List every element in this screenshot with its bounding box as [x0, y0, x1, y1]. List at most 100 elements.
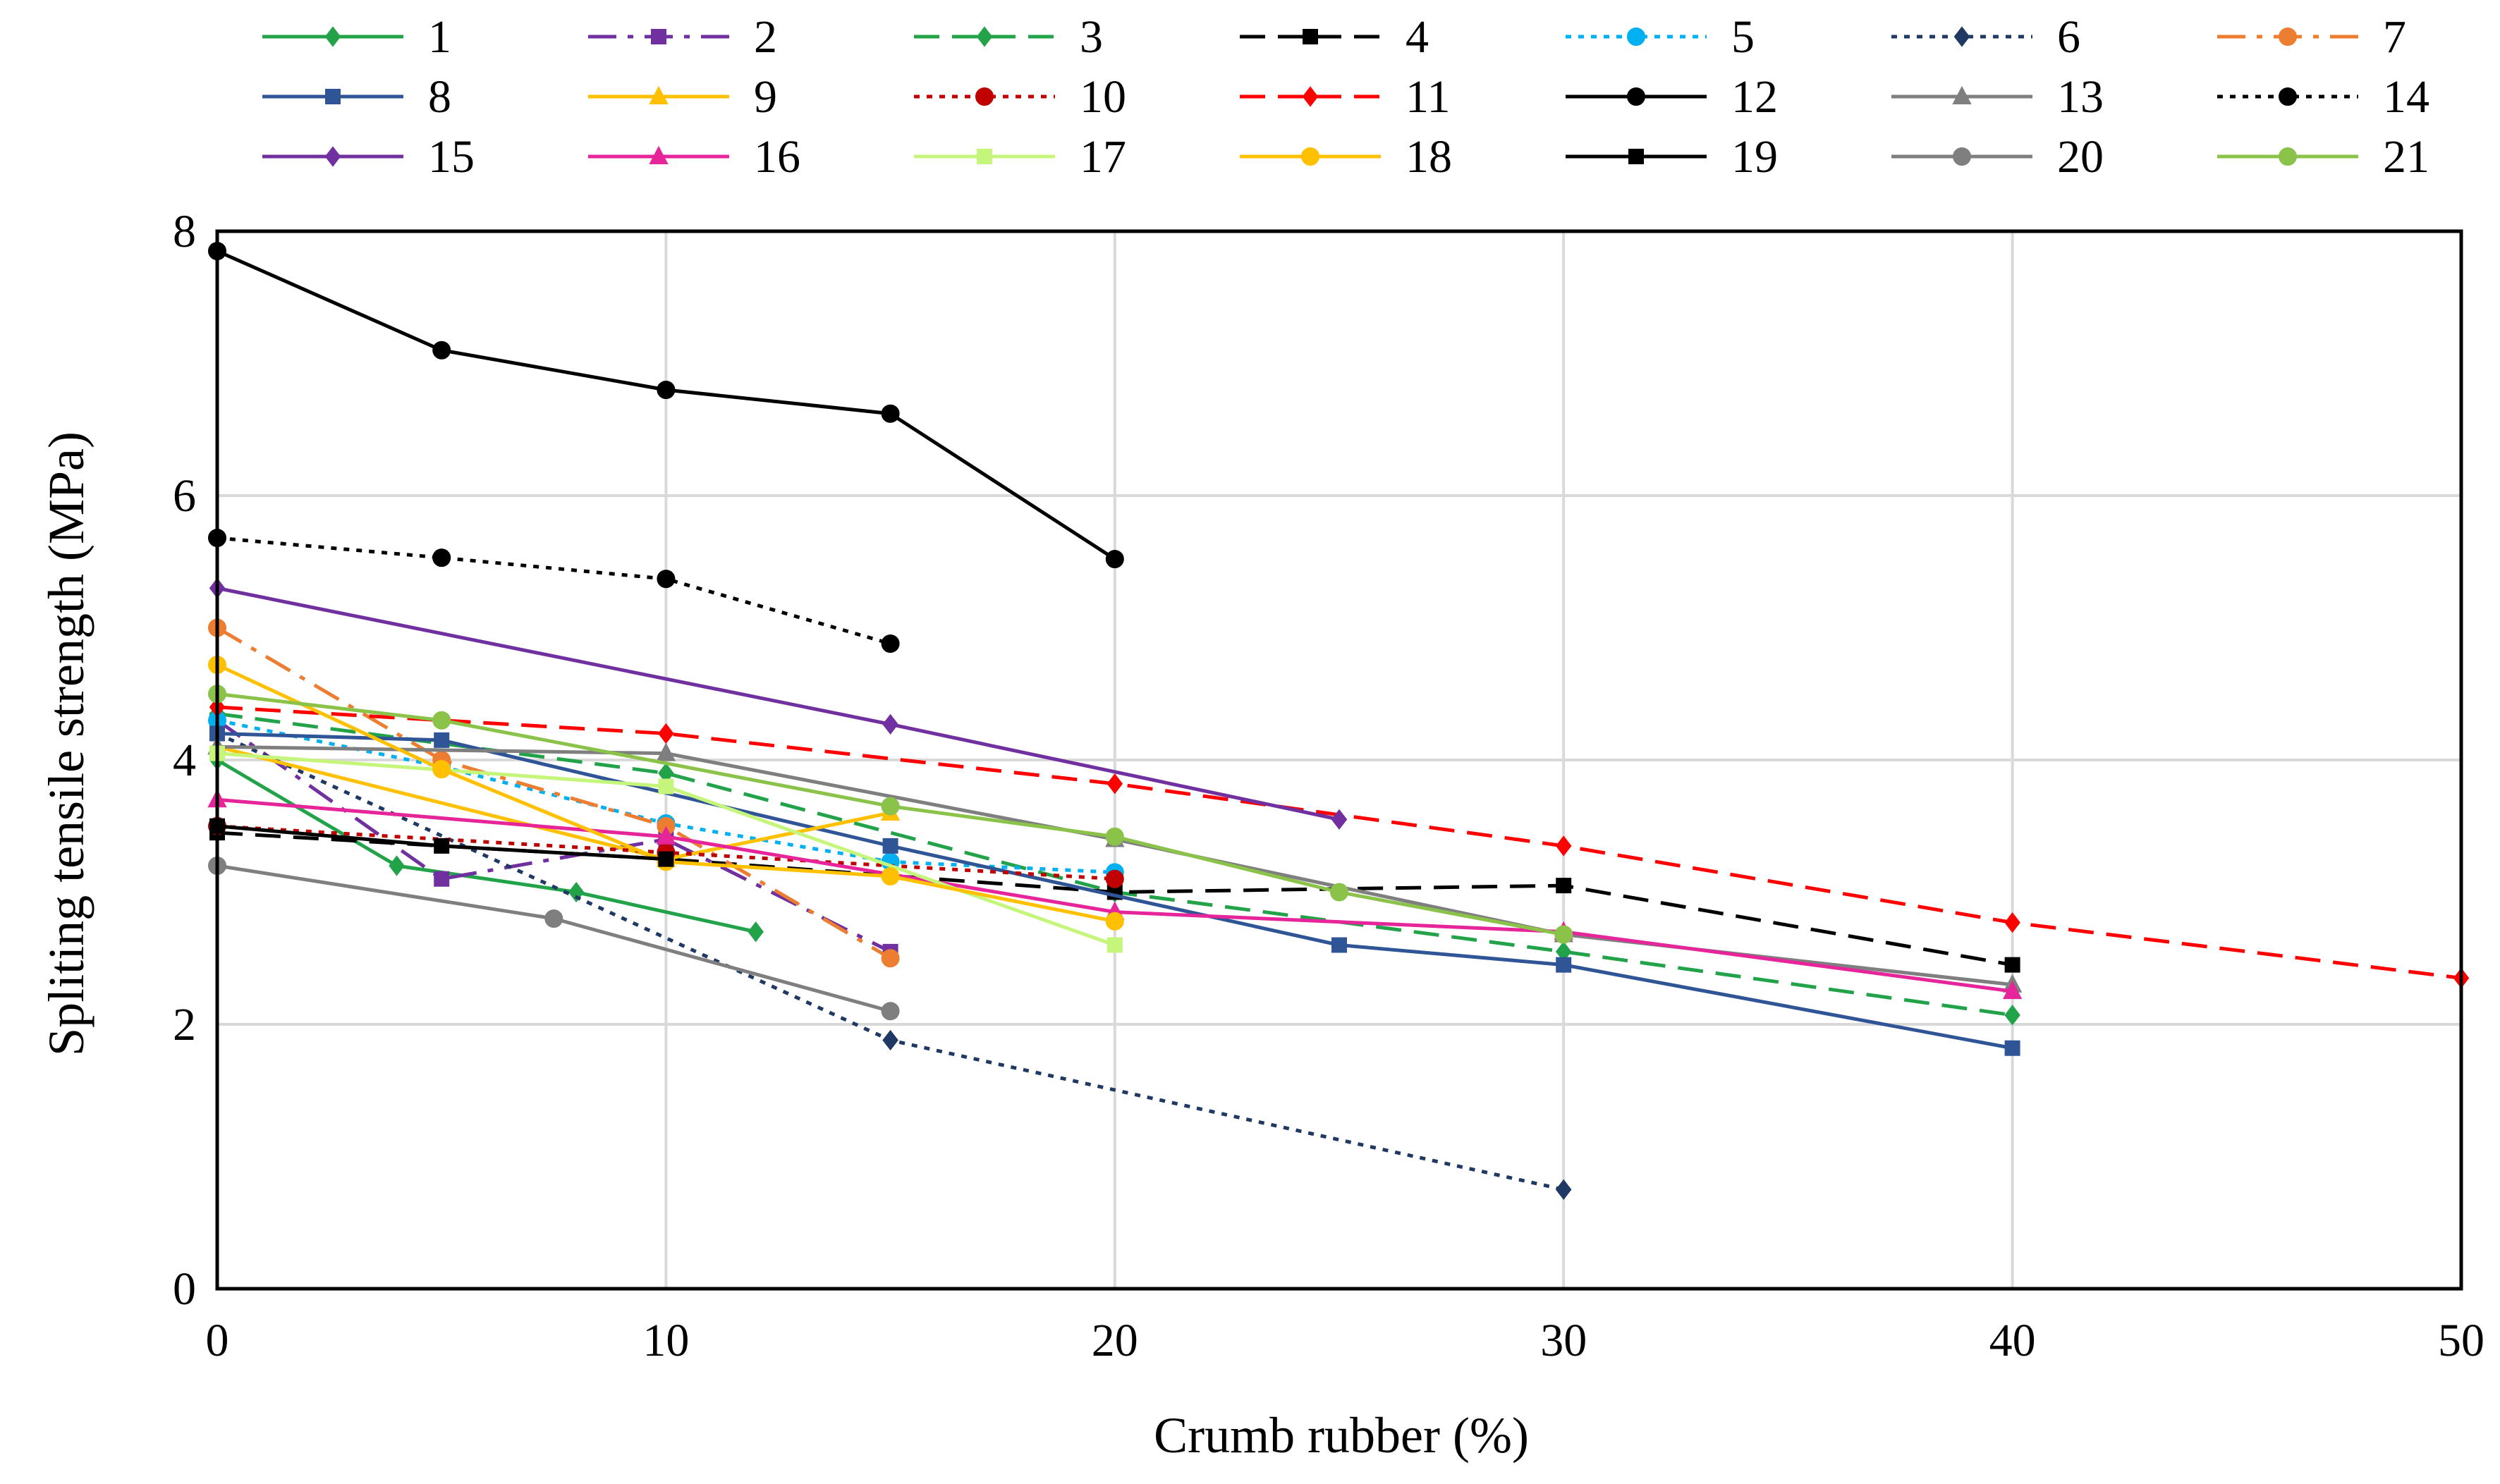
legend-item-1: 1: [262, 11, 451, 63]
legend-item-14: 14: [2217, 71, 2429, 123]
legend-item-21: 21: [2217, 131, 2429, 183]
x-axis-ticks: 0 10 20 30 40 50: [206, 1315, 2485, 1366]
legend-item-15: 15: [262, 131, 475, 183]
data-point: [2002, 980, 2023, 1000]
data-point: [881, 949, 900, 968]
legend-item-18: 18: [1240, 131, 1452, 183]
legend-item-17: 17: [914, 131, 1126, 183]
legend-label: 8: [428, 71, 451, 123]
legend-item-13: 13: [1891, 71, 2104, 123]
legend-label: 20: [2057, 131, 2104, 183]
legend-label: 2: [754, 11, 777, 63]
legend-label: 18: [1406, 131, 1452, 183]
legend-label: 14: [2383, 71, 2429, 123]
legend-marker: [1302, 86, 1319, 107]
data-point: [1331, 809, 1348, 830]
data-point: [434, 732, 450, 748]
legend-marker: [651, 29, 666, 44]
legend-item-20: 20: [1891, 131, 2104, 183]
data-point: [656, 826, 676, 845]
legend-label: 6: [2057, 11, 2080, 63]
data-point: [658, 851, 674, 867]
data-point: [2004, 1005, 2020, 1026]
legend-marker: [1952, 85, 1972, 104]
legend-marker: [1627, 27, 1645, 46]
data-point: [1331, 937, 1347, 953]
legend-marker: [2279, 147, 2297, 166]
y-tick-label: 0: [173, 1263, 196, 1315]
data-point: [389, 855, 405, 876]
series-line-9: [217, 744, 891, 861]
legend-item-3: 3: [914, 11, 1103, 63]
series-line-8: [217, 732, 2013, 1050]
data-point: [881, 404, 900, 423]
legend-marker: [649, 85, 669, 104]
legend-marker: [1953, 26, 1970, 47]
legend-marker: [1628, 149, 1644, 164]
data-point: [432, 760, 451, 779]
legend-label: 5: [1731, 11, 1755, 63]
legend-marker: [649, 145, 669, 164]
data-point: [1555, 1179, 1572, 1201]
series-line-7: [216, 626, 891, 960]
data-point: [1554, 925, 1573, 944]
legend-marker: [977, 149, 992, 164]
legend-label: 7: [2383, 11, 2406, 63]
legend-label: 15: [428, 131, 475, 183]
legend-label: 1: [428, 11, 451, 63]
data-point: [1106, 937, 1123, 953]
legend-label: 4: [1406, 11, 1429, 63]
data-point: [434, 871, 450, 887]
legend-marker: [2279, 87, 2297, 106]
data-point: [748, 921, 764, 943]
legend-item-19: 19: [1566, 131, 1778, 183]
data-point: [1556, 878, 1572, 894]
data-point: [432, 711, 451, 730]
data-point: [432, 341, 451, 360]
data-point: [434, 838, 450, 854]
x-tick-label: 30: [1540, 1315, 1587, 1366]
legend-item-4: 4: [1240, 11, 1429, 63]
data-point: [432, 548, 451, 568]
series-21: [208, 685, 1573, 944]
data-point: [2004, 1040, 2020, 1056]
data-point: [658, 778, 674, 795]
legend-item-11: 11: [1240, 71, 1451, 123]
data-point: [656, 742, 676, 761]
series-layer: [207, 242, 2470, 1201]
data-point: [1105, 869, 1124, 888]
data-point: [1105, 912, 1124, 931]
legend-item-8: 8: [262, 71, 451, 123]
legend-item-6: 6: [1891, 11, 2080, 63]
series-1: [209, 749, 764, 943]
series-12: [208, 242, 1124, 568]
data-point: [1105, 550, 1124, 568]
data-point: [882, 713, 898, 735]
y-axis-ticks: 0 2 4 6 8: [173, 206, 196, 1315]
data-point: [881, 1002, 900, 1021]
legend-item-12: 12: [1566, 71, 1778, 123]
y-tick-label: 8: [173, 206, 196, 257]
data-point: [2004, 957, 2020, 973]
series-15: [209, 577, 1348, 830]
data-point: [658, 723, 674, 744]
x-tick-label: 10: [642, 1315, 689, 1366]
legend-item-7: 7: [2217, 11, 2406, 63]
legend-marker: [1301, 147, 1319, 166]
legend-marker: [324, 146, 341, 167]
series-line-2: [216, 718, 891, 954]
data-point: [882, 1029, 898, 1051]
legend-marker: [325, 89, 341, 104]
data-point: [2004, 912, 2020, 933]
series-line-14: [217, 536, 891, 646]
data-point: [568, 881, 585, 903]
data-point: [881, 867, 900, 885]
legend-label: 9: [754, 71, 777, 123]
series-8: [209, 725, 2020, 1056]
x-tick-label: 0: [206, 1315, 229, 1366]
legend-marker: [1303, 29, 1318, 44]
data-point: [1556, 957, 1572, 973]
series-19: [209, 818, 674, 867]
